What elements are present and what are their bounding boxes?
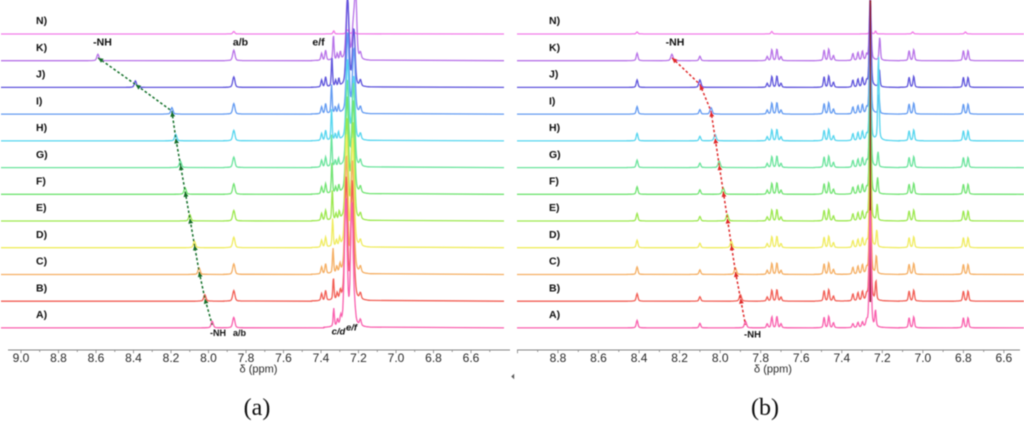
svg-text:A): A) <box>36 309 47 321</box>
svg-text:C): C) <box>36 256 47 268</box>
svg-text:8.2: 8.2 <box>163 351 180 365</box>
svg-text:7.6: 7.6 <box>793 351 810 365</box>
svg-text:-NH: -NH <box>210 328 226 338</box>
svg-text:-NH: -NH <box>744 330 761 341</box>
svg-text:G): G) <box>36 149 48 161</box>
svg-text:(b): (b) <box>751 395 779 421</box>
svg-text:A): A) <box>549 309 560 321</box>
svg-text:7.8: 7.8 <box>238 351 255 365</box>
svg-text:D): D) <box>549 229 560 241</box>
svg-text:7.6: 7.6 <box>275 351 292 365</box>
svg-text:8.4: 8.4 <box>631 351 648 365</box>
svg-text:8.6: 8.6 <box>590 351 607 365</box>
svg-text:C): C) <box>549 256 560 268</box>
svg-text:7.2: 7.2 <box>874 351 891 365</box>
svg-text:9.0: 9.0 <box>13 351 30 365</box>
svg-text:H): H) <box>36 122 47 134</box>
svg-text:8.8: 8.8 <box>50 351 67 365</box>
svg-text:N): N) <box>36 15 47 27</box>
svg-text:(a): (a) <box>244 395 271 421</box>
svg-text:a/b: a/b <box>233 37 248 49</box>
svg-text:J): J) <box>36 69 45 81</box>
svg-text:F): F) <box>36 176 46 188</box>
svg-text:8.0: 8.0 <box>200 351 217 365</box>
svg-text:B): B) <box>549 282 560 294</box>
svg-text:6.6: 6.6 <box>463 351 480 365</box>
svg-text:N): N) <box>549 15 560 27</box>
svg-text:8.2: 8.2 <box>671 351 688 365</box>
svg-text:D): D) <box>36 229 47 241</box>
svg-text:J): J) <box>549 69 558 81</box>
svg-text:E): E) <box>36 202 47 214</box>
svg-text:e/f: e/f <box>346 323 358 334</box>
svg-text:6.8: 6.8 <box>425 351 442 365</box>
svg-text:δ (ppm): δ (ppm) <box>754 364 792 376</box>
svg-text:6.8: 6.8 <box>955 351 972 365</box>
svg-text:-NH: -NH <box>93 37 112 49</box>
svg-text:K): K) <box>36 42 47 54</box>
svg-text:G): G) <box>549 149 561 161</box>
svg-text:H): H) <box>549 122 560 134</box>
svg-text:-NH: -NH <box>666 37 685 49</box>
svg-text:7.0: 7.0 <box>388 351 405 365</box>
svg-text:7.2: 7.2 <box>350 351 367 365</box>
svg-text:I): I) <box>549 95 555 107</box>
svg-text:6.6: 6.6 <box>996 351 1013 365</box>
svg-text:I): I) <box>36 95 42 107</box>
svg-text:c/d: c/d <box>332 327 346 338</box>
svg-text:δ (ppm): δ (ppm) <box>240 364 278 376</box>
svg-text:a/b: a/b <box>233 328 247 338</box>
svg-text:7.0: 7.0 <box>915 351 932 365</box>
svg-text:B): B) <box>36 282 47 294</box>
svg-text:8.4: 8.4 <box>125 351 142 365</box>
svg-text:F): F) <box>549 176 559 188</box>
svg-text:K): K) <box>549 42 560 54</box>
svg-text:E): E) <box>549 202 560 214</box>
svg-text:7.8: 7.8 <box>752 351 769 365</box>
svg-text:8.6: 8.6 <box>88 351 105 365</box>
svg-text:7.4: 7.4 <box>833 351 850 365</box>
svg-text:e/f: e/f <box>312 37 325 49</box>
svg-text:7.4: 7.4 <box>313 351 330 365</box>
svg-text:8.0: 8.0 <box>712 351 729 365</box>
svg-text:8.8: 8.8 <box>550 351 567 365</box>
